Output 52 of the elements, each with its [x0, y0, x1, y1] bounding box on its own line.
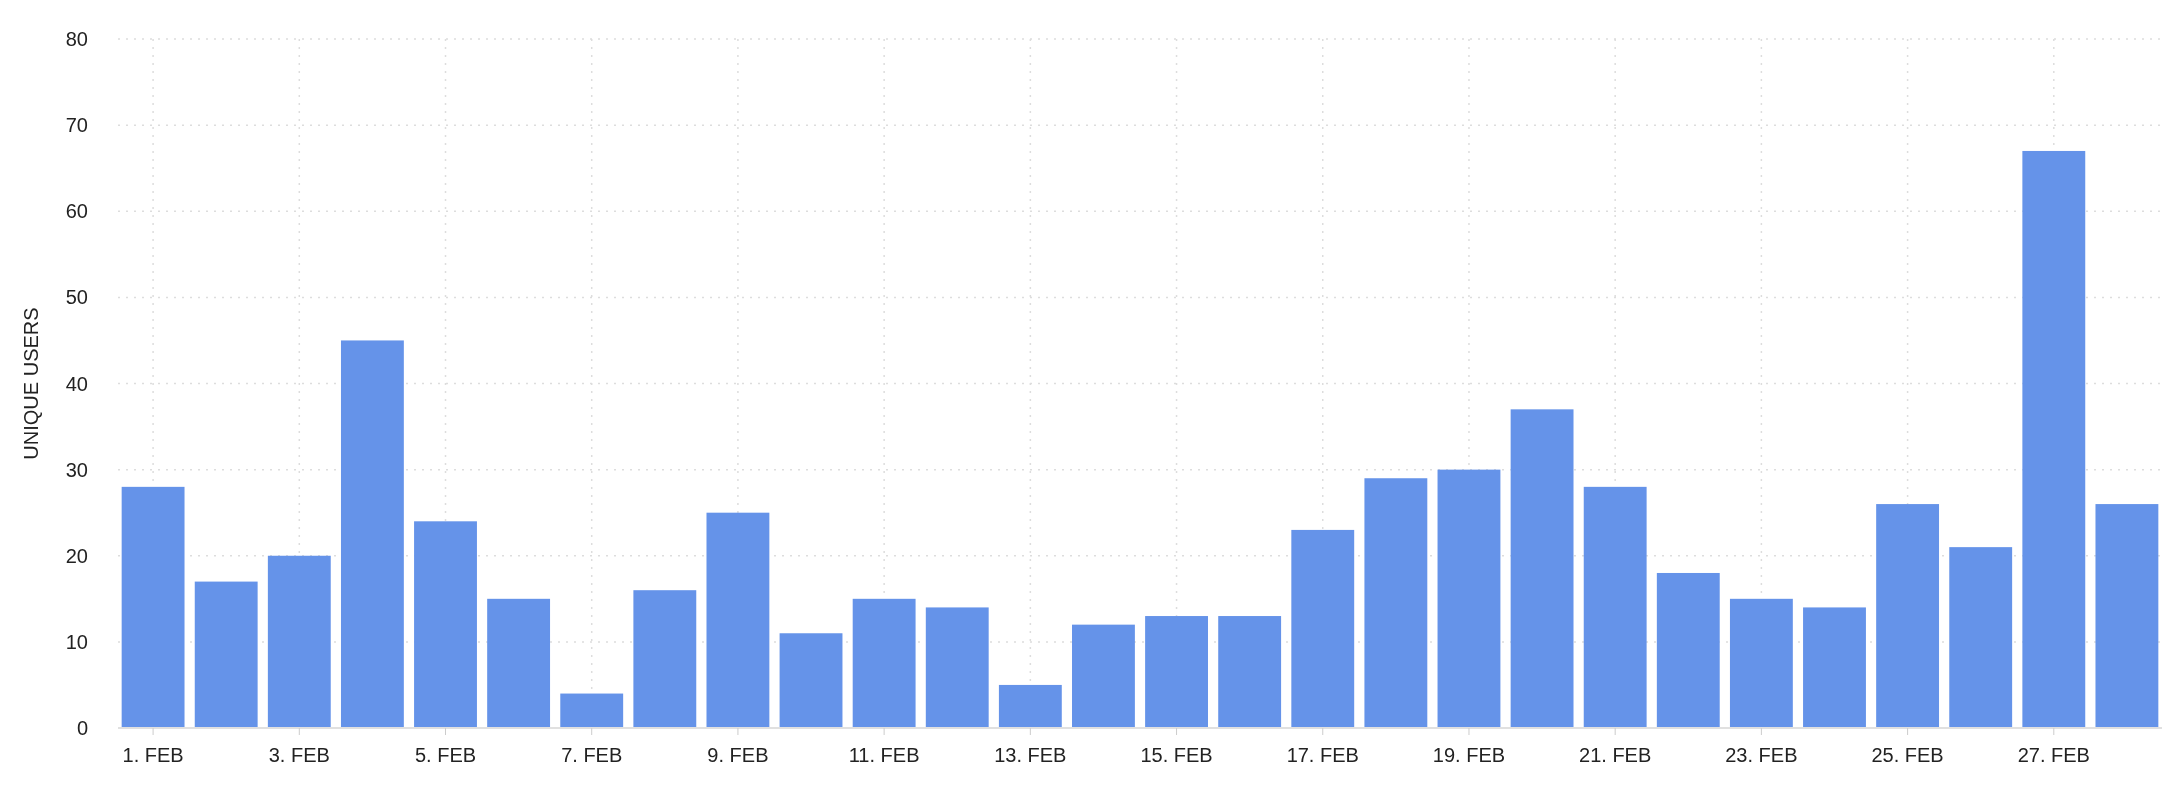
- x-tick-label: 23. FEB: [1725, 744, 1798, 766]
- bar: [998, 684, 1062, 728]
- y-tick-label: 40: [65, 372, 88, 395]
- bar: [340, 340, 404, 728]
- x-tick-label: 7. FEB: [561, 744, 623, 766]
- x-tick-label: 1. FEB: [122, 744, 184, 766]
- x-tick-label: 25. FEB: [1871, 744, 1944, 766]
- x-tick-label: 9. FEB: [707, 744, 769, 766]
- bar: [414, 521, 477, 728]
- bar: [1949, 547, 2013, 728]
- bar: [487, 598, 551, 728]
- bar: [1583, 486, 1647, 728]
- bar: [1145, 616, 1208, 728]
- x-tick-label: 19. FEB: [1432, 744, 1506, 766]
- y-tick-label: 30: [65, 458, 88, 481]
- bar: [2022, 150, 2086, 728]
- y-tick-label: 60: [65, 200, 88, 223]
- bar: [1291, 529, 1355, 728]
- bar: [1072, 624, 1135, 728]
- bar: [779, 633, 843, 728]
- bar: [1656, 572, 1720, 728]
- bar: [267, 555, 331, 728]
- x-tick-label: 13. FEB: [994, 744, 1067, 766]
- y-axis-title: UNIQUE USERS: [20, 307, 42, 460]
- y-tick-label: 20: [65, 544, 88, 567]
- bar: [1876, 504, 1940, 728]
- bar: [1437, 469, 1501, 728]
- bar: [1218, 616, 1282, 728]
- bar: [1729, 598, 1793, 728]
- x-tick-label: 21. FEB: [1579, 744, 1652, 766]
- bar: [1364, 478, 1428, 728]
- bar: [121, 486, 185, 728]
- y-tick-label: 10: [65, 630, 88, 653]
- y-tick-label: 50: [65, 286, 88, 309]
- x-tick-label: 3. FEB: [268, 744, 330, 766]
- x-tick-label: 17. FEB: [1286, 744, 1359, 766]
- y-tick-label: 70: [65, 114, 88, 137]
- x-tick-label: 11. FEB: [848, 744, 920, 766]
- bar: [925, 607, 989, 728]
- bar: [194, 581, 258, 728]
- bar: [2095, 504, 2159, 728]
- x-tick-label: 27. FEB: [2017, 744, 2090, 766]
- bar: [1510, 409, 1574, 728]
- y-tick-label: 80: [65, 28, 88, 50]
- bar: [706, 512, 770, 728]
- bar: [633, 590, 697, 728]
- bar: [852, 598, 916, 728]
- bar: [1803, 607, 1866, 728]
- x-tick-label: 5. FEB: [414, 744, 477, 766]
- x-tick-label: 15. FEB: [1140, 744, 1213, 766]
- bar: [560, 693, 624, 728]
- y-tick-label: 0: [76, 717, 88, 739]
